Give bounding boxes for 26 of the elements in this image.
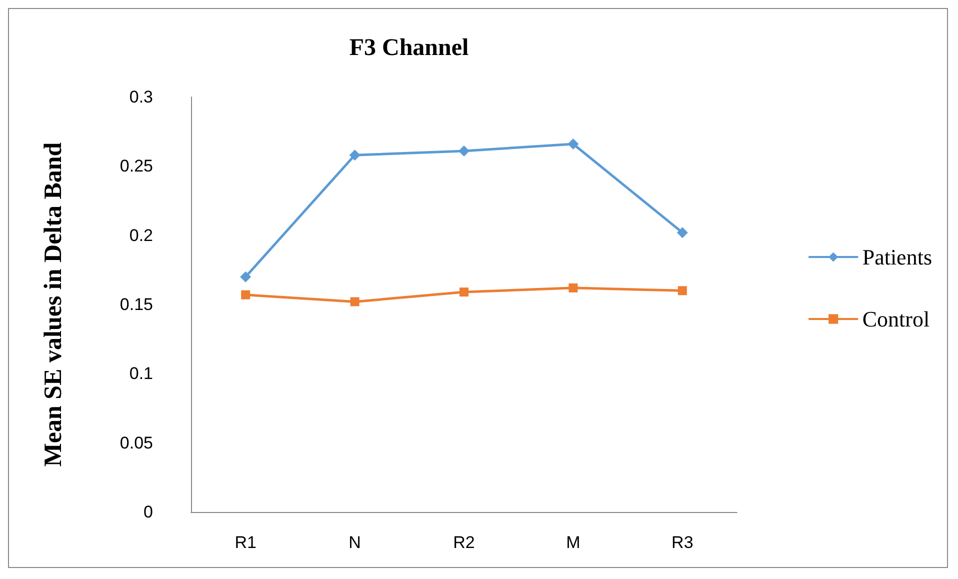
x-tick-label: R1: [234, 533, 256, 552]
legend-label: Patients: [862, 244, 932, 270]
x-tick-label: N: [348, 533, 361, 552]
y-axis-title: Mean SE values in Delta Band: [40, 142, 67, 467]
point: [240, 271, 252, 282]
point: [349, 150, 360, 161]
point: [460, 288, 468, 297]
y-tick-label: 0.3: [129, 88, 153, 106]
y-tick-label: 0.05: [120, 433, 153, 452]
y-tick-label: 0.15: [120, 295, 153, 314]
point: [458, 145, 470, 156]
point: [568, 283, 578, 292]
legend-label: Control: [862, 306, 930, 332]
chart-title: F3 Channel: [349, 35, 470, 61]
y-tick-label: 0.25: [120, 156, 153, 176]
x-tick-label: M: [566, 533, 580, 552]
x-tick-label: R2: [453, 533, 475, 552]
point: [568, 138, 579, 150]
point: [676, 227, 688, 238]
y-tick-label: 0.2: [129, 226, 153, 245]
point: [241, 290, 250, 300]
point: [678, 286, 687, 296]
point: [350, 297, 360, 306]
y-tick-label: 0.1: [129, 364, 153, 384]
y-tick-label: 0: [144, 502, 153, 522]
x-tick-label: R3: [672, 533, 694, 552]
